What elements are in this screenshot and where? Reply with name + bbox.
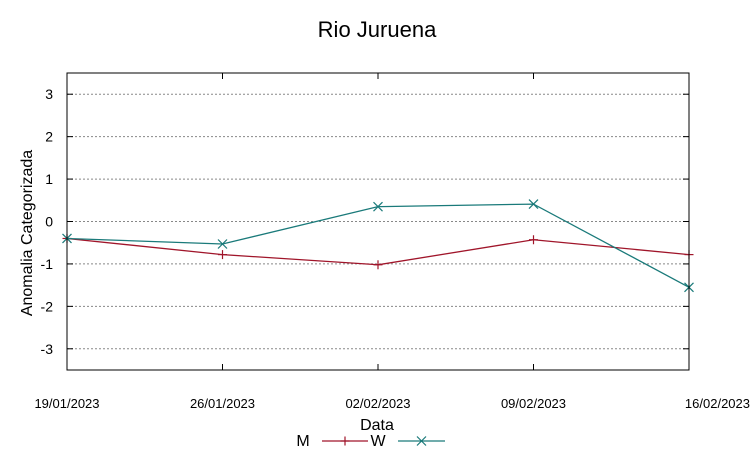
data-point-M: [218, 250, 227, 260]
y-tick-label: -1: [41, 256, 54, 272]
x-tick-label: 19/01/2023: [34, 396, 99, 411]
y-axis-ticks: 3 2 1 0 -1 -2 -3: [41, 86, 689, 357]
y-tick-label: 1: [45, 171, 53, 187]
grid-lines: [67, 93, 689, 350]
data-point-M: [373, 260, 383, 270]
x-tick-label: 16/02/2023: [685, 396, 750, 411]
y-axis-label: Anomalia Categorizada: [19, 150, 36, 316]
y-tick-label: -3: [41, 341, 54, 357]
legend-marker-W: [416, 436, 427, 446]
legend-label-M: M: [296, 433, 309, 450]
x-tick-label: 09/02/2023: [501, 396, 566, 411]
data-series: [62, 199, 694, 293]
y-tick-label: 0: [45, 214, 53, 230]
chart-title: Rio Juruena: [318, 17, 437, 42]
legend-label-W: W: [370, 433, 386, 450]
x-tick-label: 26/01/2023: [190, 396, 255, 411]
x-axis-label: Data: [360, 417, 394, 434]
data-point-W: [528, 199, 539, 210]
x-tick-label: 02/02/2023: [345, 396, 410, 411]
y-tick-label: 2: [45, 129, 53, 145]
data-point-W: [373, 201, 383, 212]
data-point-M: [529, 235, 538, 245]
y-tick-label: -2: [41, 298, 54, 314]
y-tick-label: 3: [45, 86, 53, 102]
legend-marker-M: [340, 436, 350, 446]
plot-area-frame: [66, 72, 690, 371]
x-axis-ticks: 19/01/2023 26/01/2023 02/02/2023 09/02/2023…: [34, 73, 750, 411]
data-point-W: [217, 239, 228, 249]
